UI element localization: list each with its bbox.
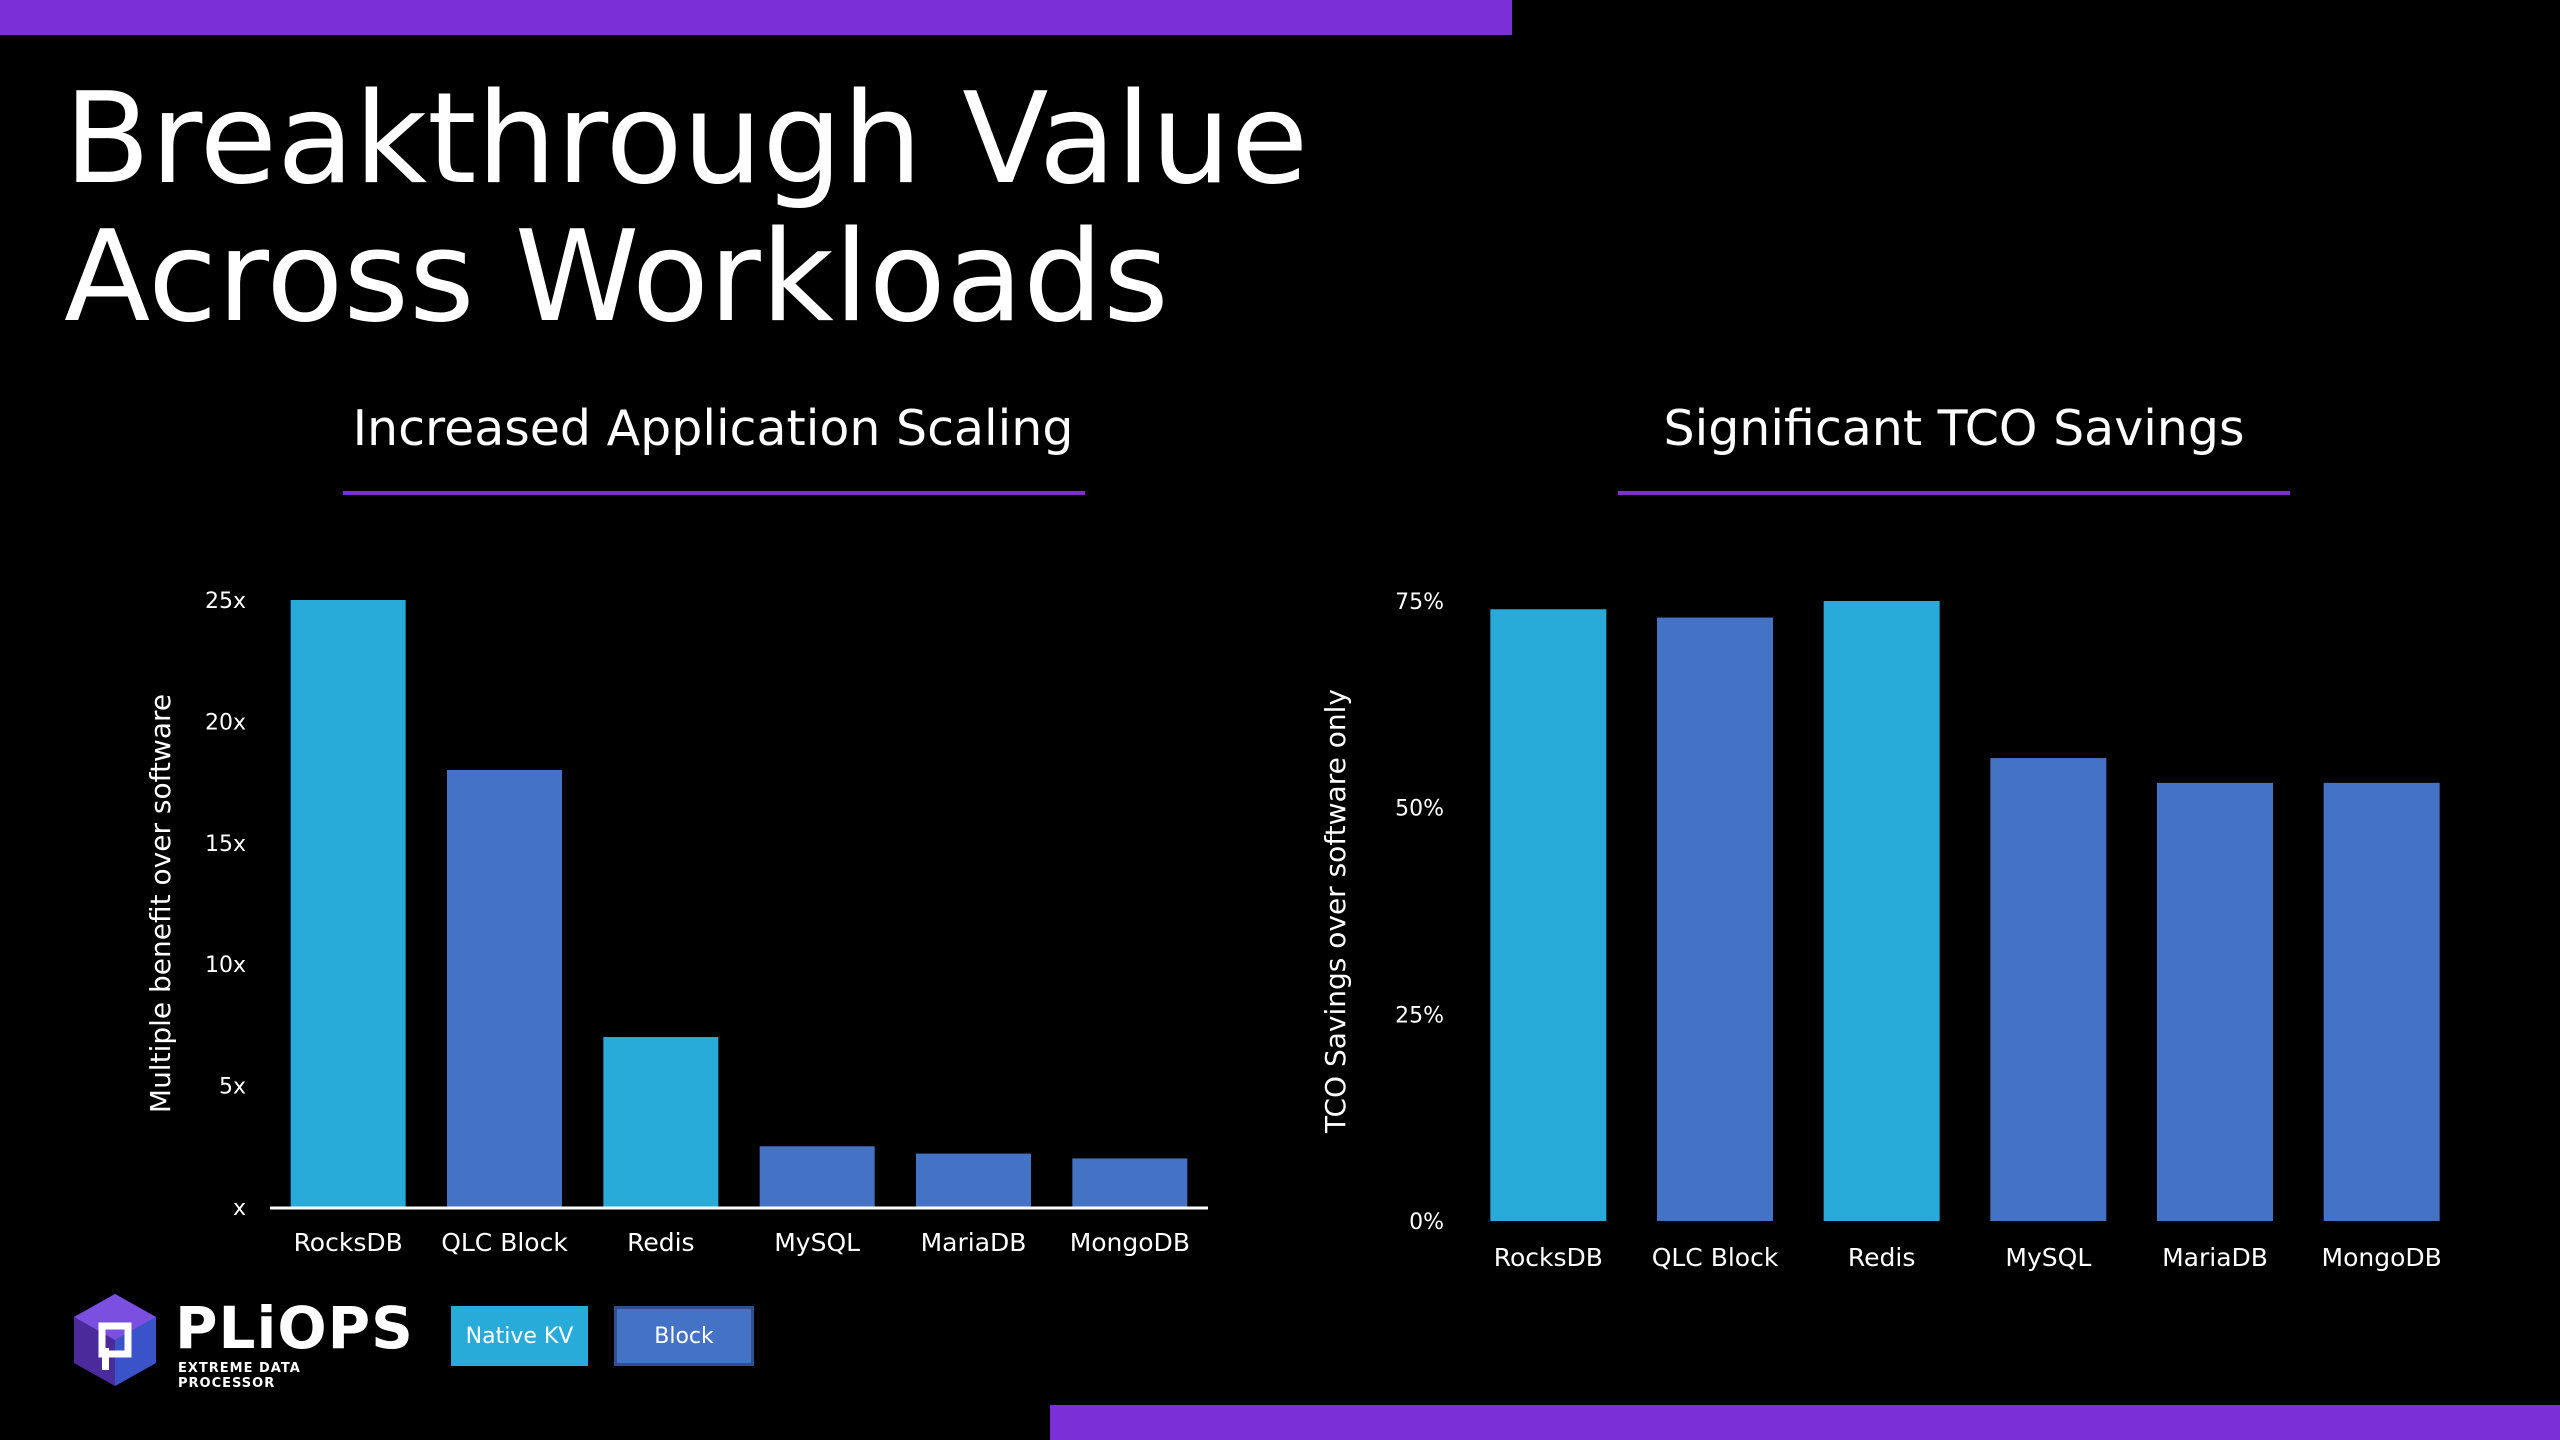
chart-2-title: Significant TCO Savings [1663,400,2245,457]
chart-1-y-tick-label: 25x [205,589,246,614]
chart-2-x-tick-label: MongoDB [2322,1243,2442,1272]
chart-1-bar-rocksdb [290,600,406,1207]
pliops-logo-mark-icon [74,1294,156,1386]
chart-2-x-tick-label: MariaDB [2162,1243,2268,1272]
chart-2-bar-mongodb [2323,782,2440,1221]
chart-1-y-tick-label: 15x [205,832,246,857]
chart-scaling: Multiple benefit over software x 5x 10x 15x 2… [144,589,1208,1257]
chart-1-bar-redis [603,1037,719,1207]
bottom-accent-bar [1050,1405,2560,1440]
chart-1-x-tick-label: RocksDB [294,1228,403,1257]
chart-2-bar-qlc-block [1657,617,1773,1221]
chart-2-bar-redis [1823,601,1940,1221]
chart-2-x-tick-label: QLC Block [1652,1243,1779,1272]
top-accent-bar [0,0,1512,35]
chart-1-y-tick-label: 5x [219,1075,246,1100]
chart-1-x-tick-label: MySQL [774,1228,860,1257]
chart-1-y-axis-title: Multiple benefit over software [144,694,177,1113]
chart-1-x-tick-label: MariaDB [921,1228,1027,1257]
chart-2-x-tick-label: Redis [1848,1243,1915,1272]
logo-tagline: EXTREME DATA PROCESSOR [178,1361,301,1391]
chart-2-y-tick-label: 0% [1409,1210,1444,1235]
chart-1-x-tick-label: Redis [627,1228,694,1257]
chart-2-y-tick-label: 75% [1395,590,1444,615]
chart-2-y-axis-title: TCO Savings over software only [1319,689,1352,1134]
chart-1-x-tick-label: MongoDB [1070,1228,1190,1257]
chart-1-bar-mariadb [916,1153,1031,1207]
chart-1-bar-mysql [759,1146,875,1207]
slide-title: Breakthrough Value Across Workloads [64,70,1308,346]
chart-tco: TCO Savings over software only 0% 25% 50% 75… [1319,590,2442,1272]
chart-1-y-tick-label: 20x [205,710,246,735]
legend-block: Block [614,1306,754,1366]
chart-2-x-tick-label: MySQL [2005,1243,2091,1272]
chart-2-bar-mysql [1990,758,2107,1221]
slide-title-line-1: Breakthrough Value [64,65,1309,212]
chart-1-bar-qlc-block [447,769,562,1207]
chart-2-bar-mariadb [2157,782,2273,1221]
chart-1-y-tick-label: x [233,1196,246,1221]
chart-1-bar-mongodb [1072,1158,1188,1207]
chart-1-underline [343,491,1085,495]
chart-2-y-tick-label: 50% [1395,797,1444,822]
chart-2-x-tick-label: RocksDB [1494,1243,1603,1272]
logo-wordmark: PLiOPS [175,1294,414,1362]
chart-2-y-tick-label: 25% [1395,1003,1444,1028]
chart-1-title: Increased Application Scaling [352,400,1074,457]
chart-1-y-tick-label: 10x [205,953,246,978]
legend-native-kv: Native KV [451,1306,588,1366]
slide-title-line-2: Across Workloads [64,203,1169,350]
chart-2-underline [1618,491,2290,495]
chart-1-x-tick-label: QLC Block [441,1228,568,1257]
pliops-logo: PLiOPS EXTREME DATA PROCESSOR [70,1290,413,1391]
chart-2-bar-rocksdb [1490,609,1607,1221]
